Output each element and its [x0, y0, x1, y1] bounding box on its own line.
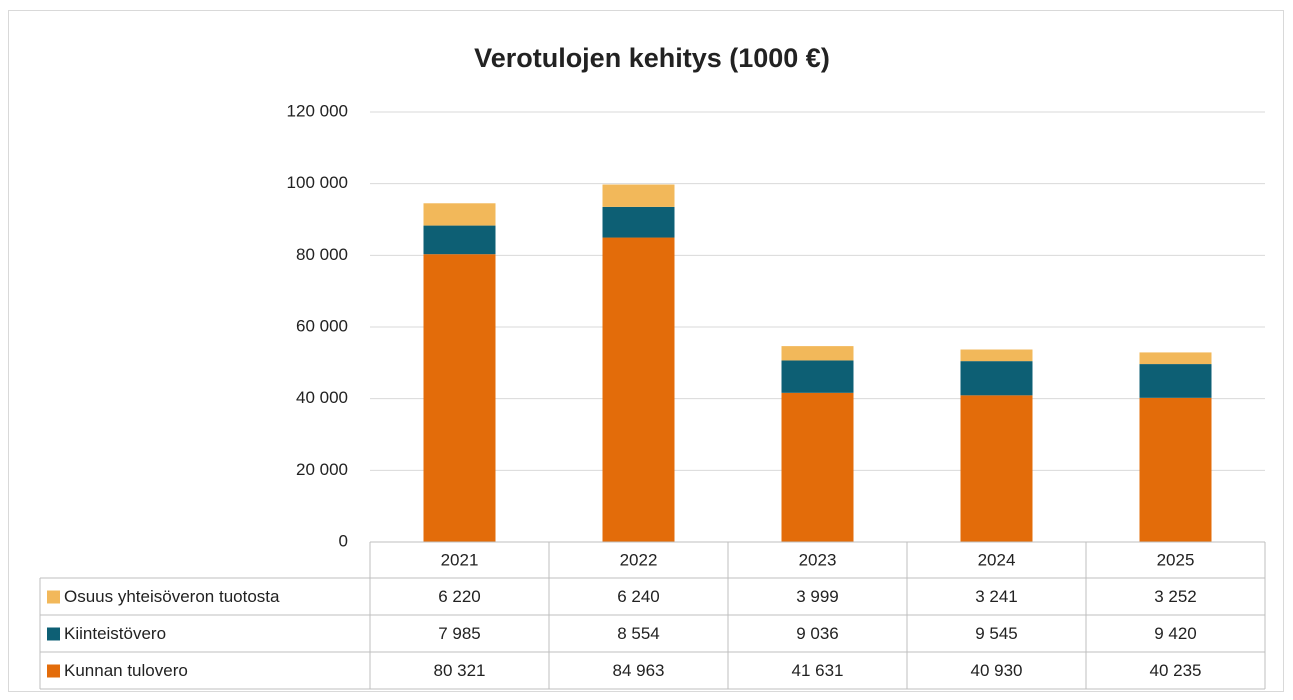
chart-title: Verotulojen kehitys (1000 €) [474, 43, 830, 73]
table-value: 40 930 [971, 661, 1023, 680]
bar-segment [602, 184, 675, 207]
x-tick-label: 2021 [441, 550, 479, 569]
x-tick-label: 2024 [978, 550, 1016, 569]
legend-label: Kunnan tulovero [64, 661, 188, 680]
legend-key [47, 590, 60, 604]
legend-label: Kiinteistövero [64, 624, 166, 643]
x-tick-label: 2022 [620, 550, 658, 569]
bar-segment [602, 237, 675, 542]
table-value: 80 321 [434, 661, 486, 680]
y-tick-label: 60 000 [296, 316, 348, 335]
table-value: 9 036 [796, 624, 839, 643]
bar-segment [781, 392, 854, 542]
bar-segment [1139, 352, 1212, 365]
table-value: 41 631 [792, 661, 844, 680]
bar-segment [1139, 397, 1212, 542]
x-tick-label: 2023 [799, 550, 837, 569]
y-tick-label: 80 000 [296, 245, 348, 264]
bar-segment [781, 346, 854, 361]
table-value: 6 240 [617, 587, 660, 606]
bar-segment [423, 225, 496, 255]
table-value: 40 235 [1150, 661, 1202, 680]
y-tick-label: 0 [339, 531, 348, 550]
table-value: 9 545 [975, 624, 1018, 643]
legend-key [47, 627, 60, 641]
bar-segment [960, 395, 1033, 542]
y-tick-label: 100 000 [287, 173, 348, 192]
bar-segment [602, 206, 675, 238]
table-value: 7 985 [438, 624, 481, 643]
y-tick-label: 120 000 [287, 101, 348, 120]
bar-segment [423, 254, 496, 542]
bar-segment [960, 361, 1033, 396]
bar-segment [1139, 364, 1212, 398]
legend-key [47, 664, 60, 678]
table-value: 3 999 [796, 587, 839, 606]
y-tick-label: 20 000 [296, 460, 348, 479]
table-value: 8 554 [617, 624, 660, 643]
y-tick-label: 40 000 [296, 388, 348, 407]
table-value: 3 252 [1154, 587, 1197, 606]
table-value: 9 420 [1154, 624, 1197, 643]
table-value: 84 963 [613, 661, 665, 680]
bar-segment [781, 360, 854, 393]
x-tick-label: 2025 [1157, 550, 1195, 569]
legend-label: Osuus yhteisöveron tuotosta [64, 587, 280, 606]
table-value: 3 241 [975, 587, 1018, 606]
table-value: 6 220 [438, 587, 481, 606]
bar-segment [423, 203, 496, 226]
bar-segment [960, 349, 1033, 362]
